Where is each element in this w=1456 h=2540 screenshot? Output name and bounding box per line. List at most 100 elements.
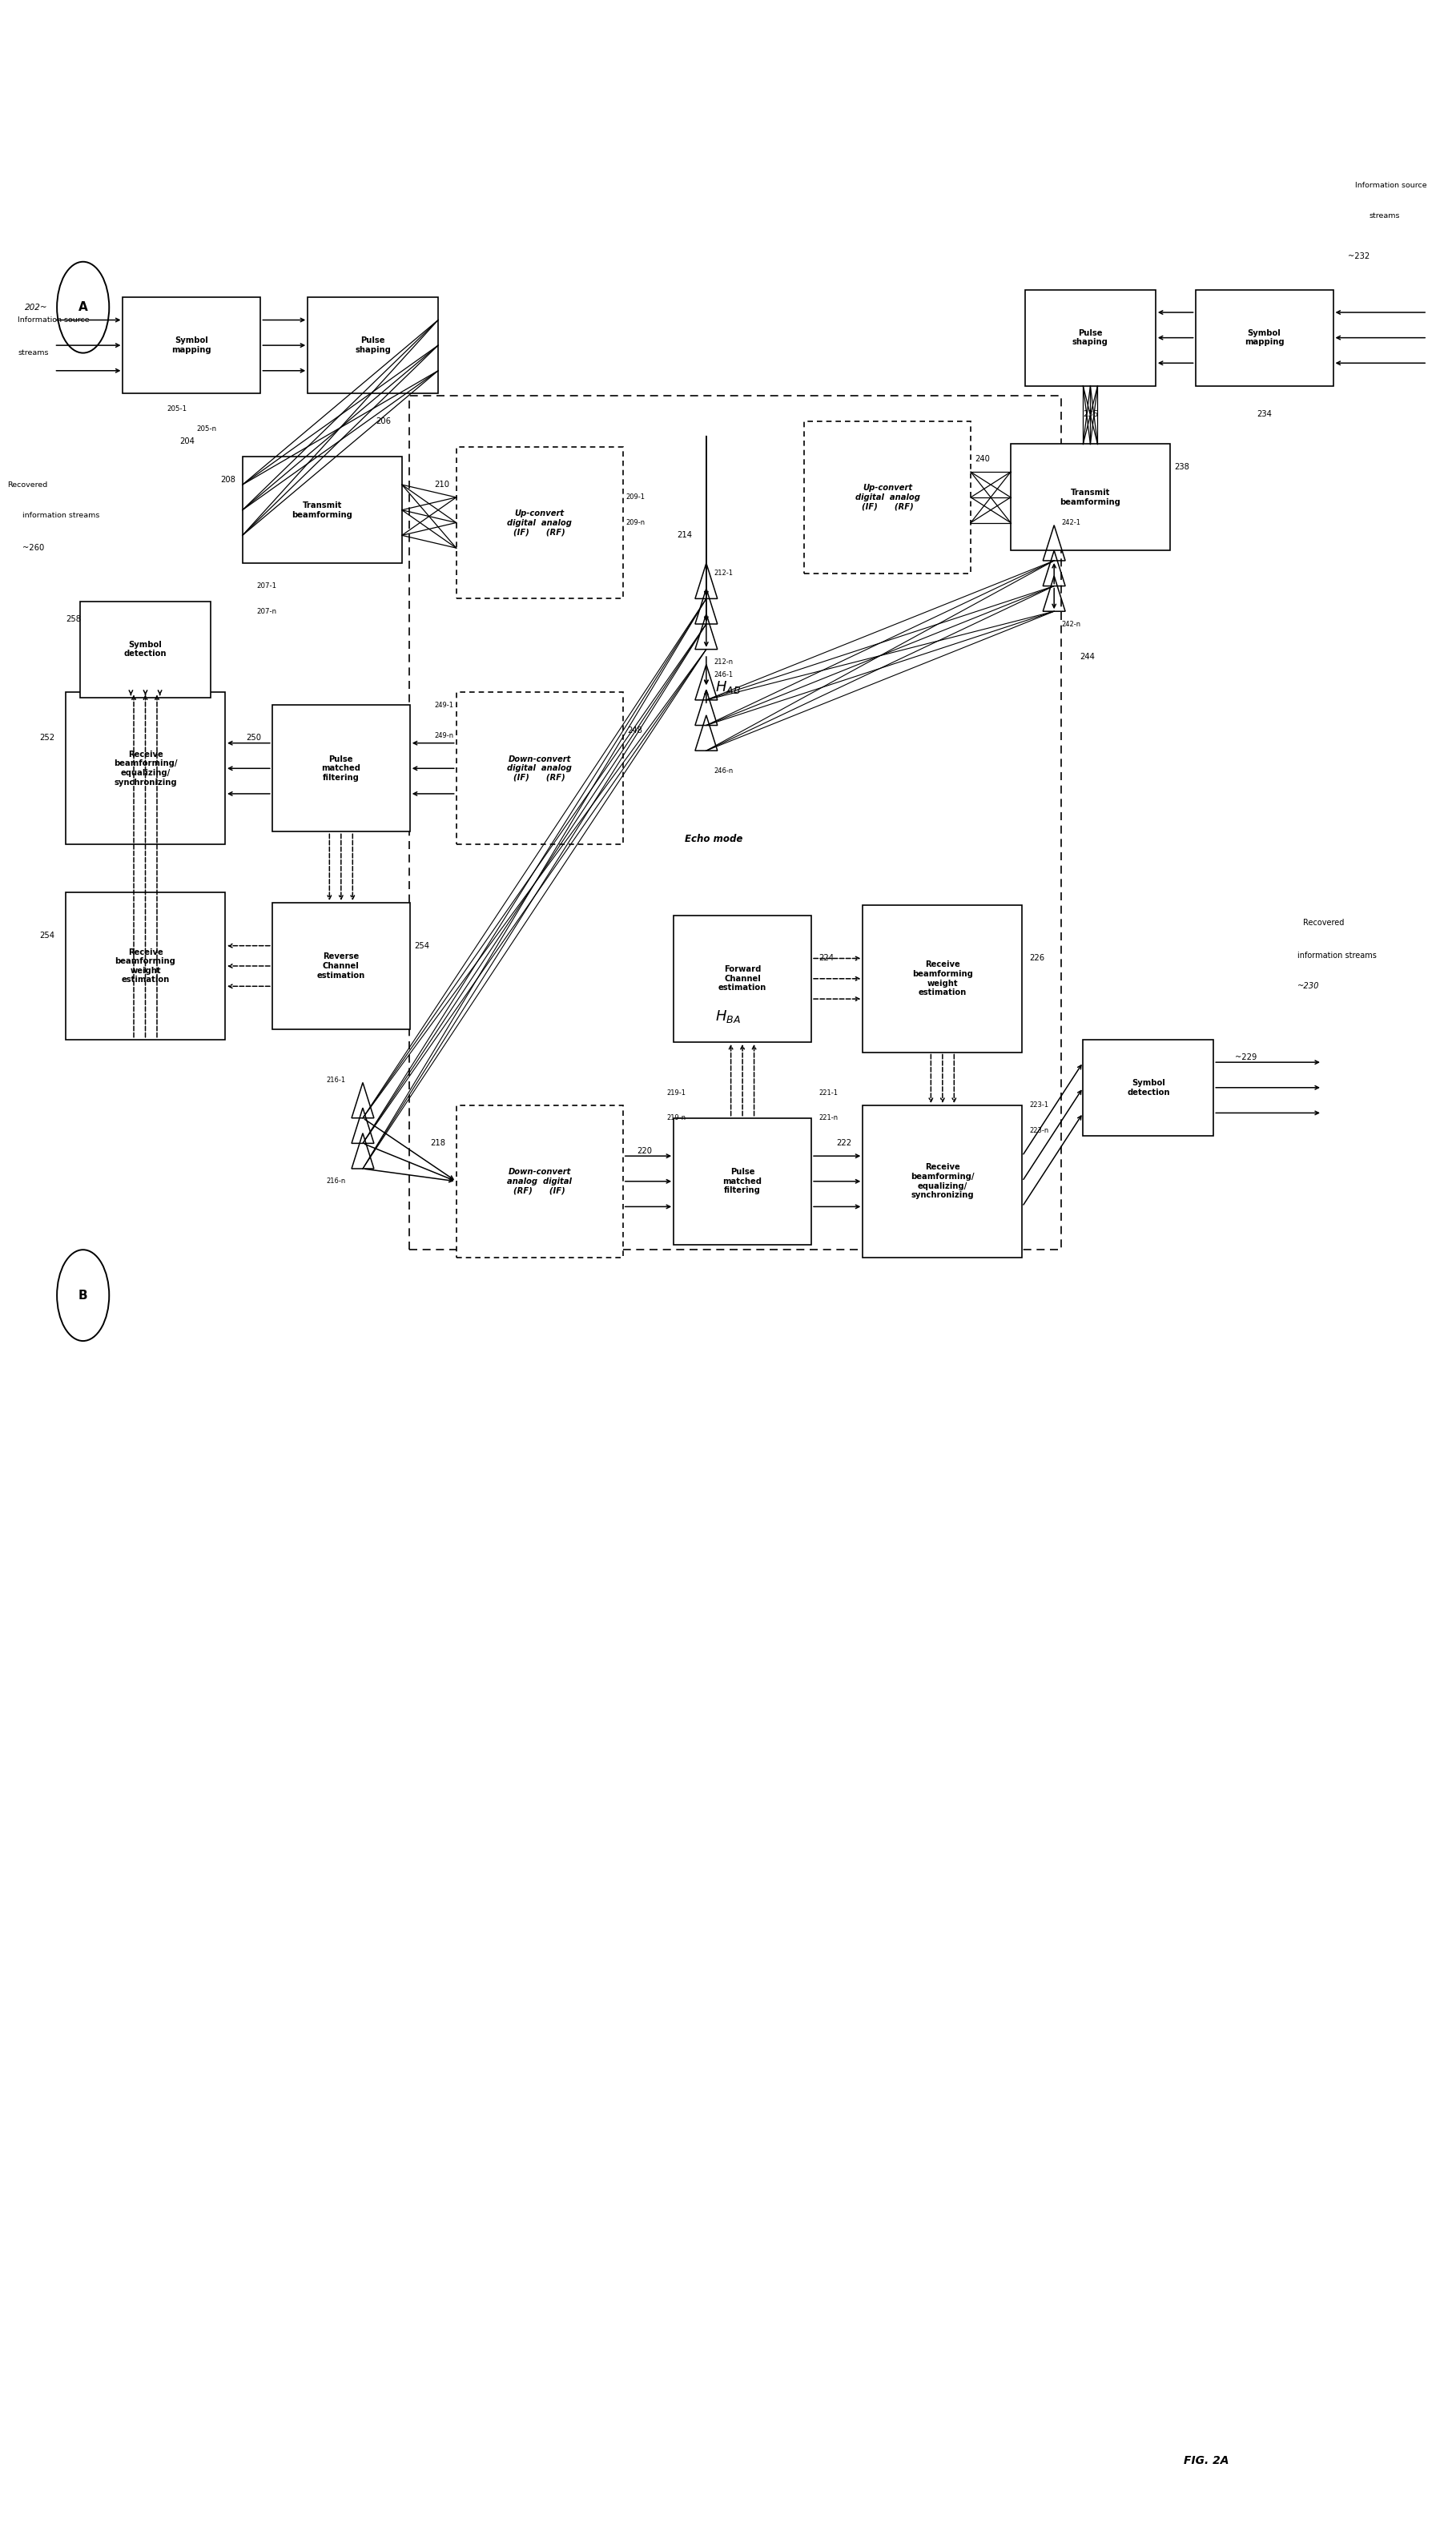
Text: 219-1: 219-1 — [667, 1090, 686, 1097]
FancyBboxPatch shape — [456, 447, 623, 599]
Text: Forward
Channel
estimation: Forward Channel estimation — [718, 965, 767, 993]
Text: 210: 210 — [434, 480, 450, 488]
Text: 208: 208 — [221, 475, 236, 483]
Text: 209-n: 209-n — [626, 518, 645, 526]
Text: ~260: ~260 — [22, 544, 44, 551]
Text: 205-n: 205-n — [197, 424, 217, 432]
FancyBboxPatch shape — [272, 706, 411, 831]
Text: 219-n: 219-n — [667, 1115, 686, 1123]
Text: 207-n: 207-n — [256, 607, 277, 615]
Text: information streams: information streams — [1297, 952, 1377, 960]
Text: 248: 248 — [628, 726, 642, 734]
FancyBboxPatch shape — [307, 297, 438, 394]
Text: 240: 240 — [976, 455, 990, 462]
Text: 206: 206 — [376, 417, 392, 424]
Text: 234: 234 — [1257, 409, 1273, 417]
Text: 216-1: 216-1 — [326, 1077, 347, 1085]
Text: 244: 244 — [1080, 653, 1095, 660]
Text: 205-1: 205-1 — [167, 404, 188, 411]
Text: 246-n: 246-n — [713, 767, 732, 775]
Text: 223-n: 223-n — [1029, 1128, 1048, 1135]
Text: streams: streams — [1369, 213, 1401, 221]
Text: Down-convert
analog  digital
(RF)      (IF): Down-convert analog digital (RF) (IF) — [507, 1168, 572, 1194]
FancyBboxPatch shape — [804, 422, 971, 574]
Text: 212-n: 212-n — [713, 658, 732, 665]
Text: Receive
beamforming/
equalizing/
synchronizing: Receive beamforming/ equalizing/ synchro… — [910, 1163, 974, 1199]
Text: 216-n: 216-n — [326, 1179, 347, 1186]
Text: Symbol
detection: Symbol detection — [1127, 1080, 1169, 1097]
Text: Up-convert
digital  analog
(IF)      (RF): Up-convert digital analog (IF) (RF) — [855, 485, 920, 511]
FancyBboxPatch shape — [272, 902, 411, 1029]
Text: 250: 250 — [246, 734, 261, 742]
Text: 254: 254 — [39, 932, 55, 940]
Text: 221-1: 221-1 — [818, 1090, 837, 1097]
Text: 249-1: 249-1 — [434, 701, 454, 709]
Text: Recovered: Recovered — [1303, 919, 1344, 927]
Text: 254: 254 — [414, 942, 430, 950]
Text: 236: 236 — [1083, 409, 1098, 417]
Text: 218: 218 — [430, 1140, 446, 1148]
Text: 252: 252 — [39, 734, 55, 742]
Text: 220: 220 — [636, 1148, 652, 1156]
Text: Down-convert
digital  analog
(IF)      (RF): Down-convert digital analog (IF) (RF) — [507, 754, 572, 782]
Text: 207-1: 207-1 — [256, 582, 277, 589]
Text: Symbol
mapping: Symbol mapping — [172, 338, 211, 353]
Text: Transmit
beamforming: Transmit beamforming — [291, 500, 352, 518]
FancyBboxPatch shape — [1083, 1039, 1213, 1135]
FancyBboxPatch shape — [66, 693, 226, 843]
Text: Echo mode: Echo mode — [684, 833, 743, 843]
Text: 202~: 202~ — [25, 302, 48, 312]
Text: 258: 258 — [66, 615, 82, 622]
Text: Up-convert
digital  analog
(IF)      (RF): Up-convert digital analog (IF) (RF) — [507, 511, 572, 536]
Text: 221-n: 221-n — [818, 1115, 837, 1123]
Text: Pulse
shaping: Pulse shaping — [1073, 330, 1108, 345]
Text: 209-1: 209-1 — [626, 493, 645, 500]
Text: 224: 224 — [818, 955, 834, 963]
Text: 242-1: 242-1 — [1061, 518, 1080, 526]
Text: 246-1: 246-1 — [713, 671, 732, 678]
Text: Receive
beamforming
weight
estimation: Receive beamforming weight estimation — [115, 947, 176, 983]
Text: 226: 226 — [1029, 955, 1045, 963]
FancyBboxPatch shape — [122, 297, 261, 394]
FancyBboxPatch shape — [863, 904, 1022, 1052]
Text: Reverse
Channel
estimation: Reverse Channel estimation — [317, 952, 365, 980]
Text: streams: streams — [17, 351, 48, 356]
Text: 223-1: 223-1 — [1029, 1102, 1048, 1110]
Text: $H_{BA}$: $H_{BA}$ — [715, 1008, 741, 1024]
FancyBboxPatch shape — [243, 457, 402, 564]
Text: ~232: ~232 — [1348, 251, 1370, 262]
FancyBboxPatch shape — [66, 892, 226, 1039]
FancyBboxPatch shape — [1195, 290, 1334, 386]
Text: FIG. 2A: FIG. 2A — [1184, 2456, 1229, 2466]
Text: Information source: Information source — [17, 318, 90, 323]
Text: Symbol
detection: Symbol detection — [124, 640, 167, 658]
Text: 242-n: 242-n — [1061, 620, 1080, 627]
Text: 212-1: 212-1 — [713, 569, 732, 577]
FancyBboxPatch shape — [1025, 290, 1156, 386]
Text: Information source: Information source — [1356, 183, 1427, 190]
Text: 222: 222 — [837, 1140, 852, 1148]
FancyBboxPatch shape — [456, 1105, 623, 1257]
Text: ~230: ~230 — [1297, 983, 1319, 991]
Text: Recovered: Recovered — [7, 480, 48, 488]
Text: 214: 214 — [677, 531, 693, 538]
FancyBboxPatch shape — [80, 602, 211, 699]
Text: Transmit
beamforming: Transmit beamforming — [1060, 488, 1121, 505]
Text: A: A — [79, 302, 87, 312]
Text: B: B — [79, 1290, 87, 1300]
Text: Pulse
matched
filtering: Pulse matched filtering — [722, 1168, 761, 1194]
Text: 204: 204 — [179, 437, 195, 444]
Text: $H_{AB}$: $H_{AB}$ — [715, 678, 741, 696]
FancyBboxPatch shape — [1010, 444, 1171, 551]
Text: 238: 238 — [1175, 462, 1190, 470]
Text: Symbol
mapping: Symbol mapping — [1245, 330, 1284, 345]
Text: information streams: information streams — [22, 511, 99, 518]
FancyBboxPatch shape — [674, 914, 811, 1041]
Text: Pulse
shaping: Pulse shaping — [355, 338, 390, 353]
Text: 249-n: 249-n — [434, 732, 454, 739]
Text: ~229: ~229 — [1235, 1054, 1257, 1062]
Text: Receive
beamforming/
equalizing/
synchronizing: Receive beamforming/ equalizing/ synchro… — [114, 749, 178, 787]
Text: Receive
beamforming
weight
estimation: Receive beamforming weight estimation — [911, 960, 973, 996]
FancyBboxPatch shape — [674, 1118, 811, 1245]
FancyBboxPatch shape — [863, 1105, 1022, 1257]
